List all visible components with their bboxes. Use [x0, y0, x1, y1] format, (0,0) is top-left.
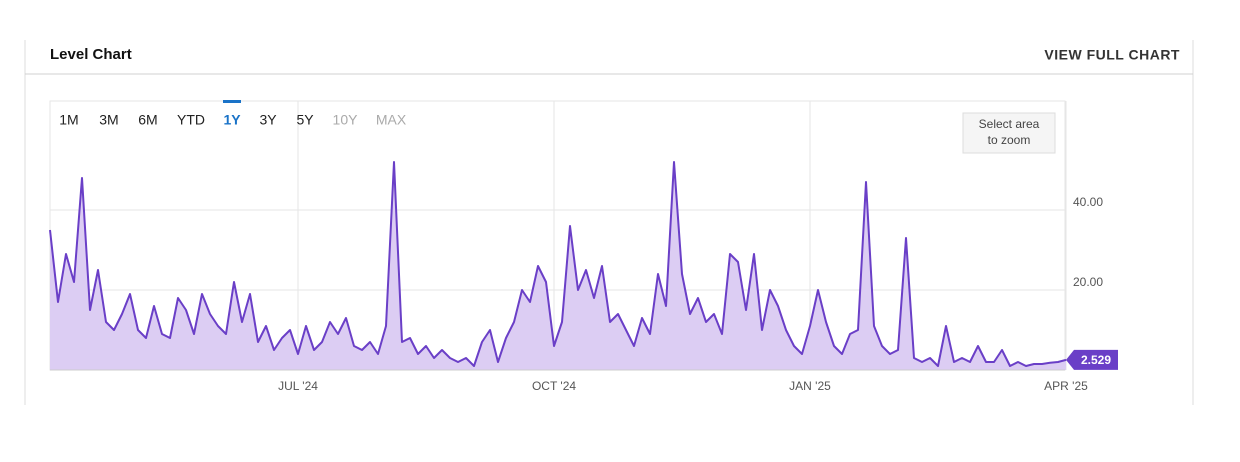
zoom-hint: to zoom [988, 133, 1031, 147]
plot-area: 20.00 40.00 JUL '24 OCT '24 JAN '25 APR '25 2.… [49, 101, 1118, 393]
range-button[interactable]: 3M [99, 112, 118, 128]
y-tick-label: 40.00 [1073, 195, 1103, 209]
last-value-badge [1066, 349, 1118, 370]
range-button[interactable]: YTD [177, 112, 205, 128]
range-button[interactable]: 1M [59, 112, 78, 128]
chart-title: Level Chart [50, 46, 132, 63]
zoom-hint-box [962, 112, 1056, 154]
range-button: 10Y [333, 112, 359, 128]
range-button[interactable]: 1Y [223, 112, 241, 128]
x-tick-label: JAN '25 [789, 379, 831, 393]
range-button[interactable]: 6M [138, 112, 157, 128]
range-button: MAX [376, 112, 407, 128]
zoom-hint: Select area [979, 117, 1040, 131]
active-indicator [223, 100, 241, 103]
x-tick-label: JUL '24 [278, 379, 318, 393]
range-button[interactable]: 3Y [259, 112, 277, 128]
x-tick-label: APR '25 [1044, 379, 1088, 393]
chart-controls: 1M 3M 6M YTD 1Y 3Y 5Y 10Y MAX Select area to zoom [59, 100, 1056, 154]
x-tick-label: OCT '24 [532, 379, 576, 393]
view-full-chart-link[interactable]: VIEW FULL CHART [1044, 47, 1180, 63]
range-button[interactable]: 5Y [296, 112, 314, 128]
last-value-label: 2.529 [1081, 353, 1111, 367]
y-tick-label: 20.00 [1073, 275, 1103, 289]
line [49, 161, 1067, 367]
